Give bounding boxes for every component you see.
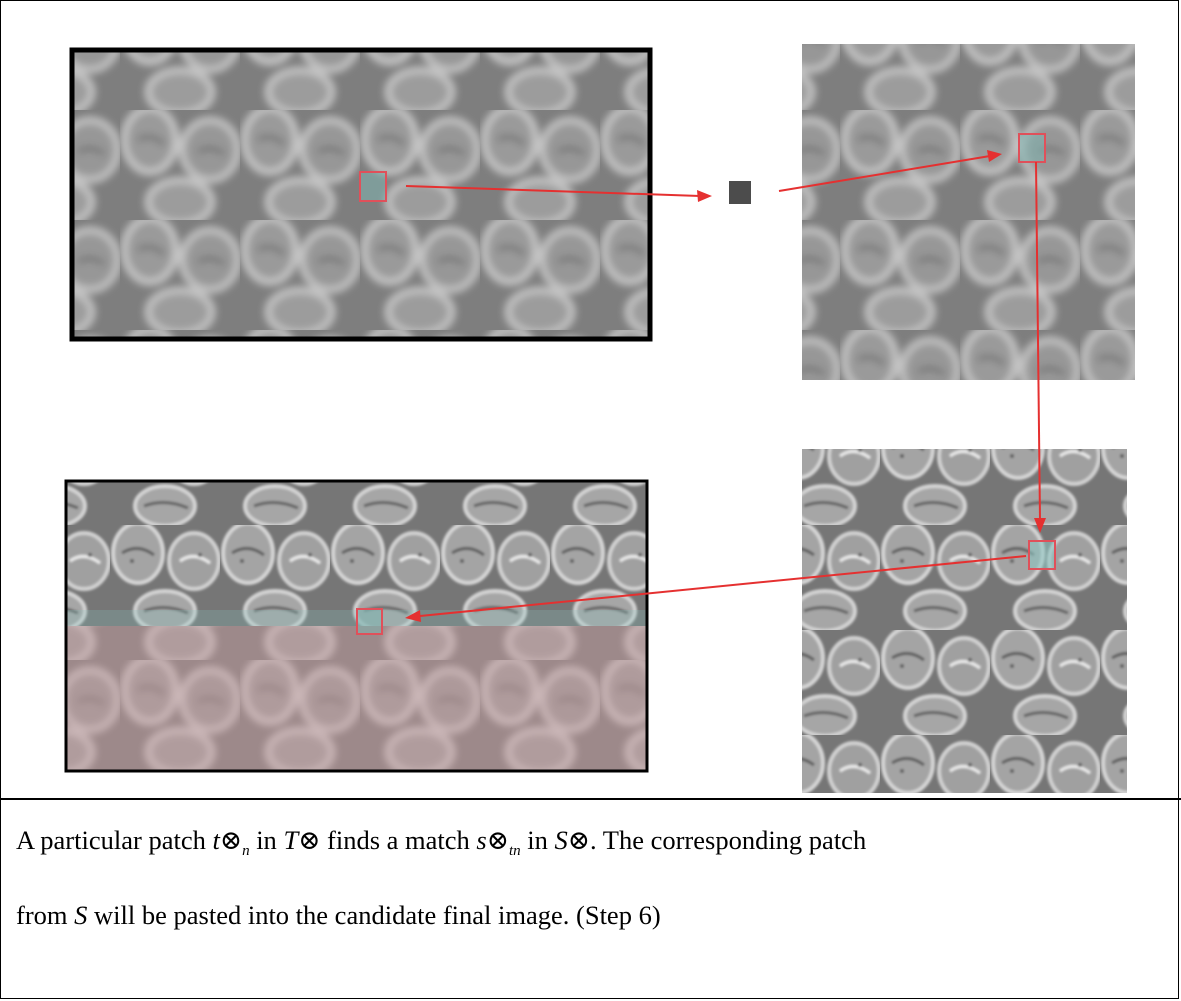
arrow-patch-to-source <box>778 155 991 192</box>
arrow-target-to-patch <box>405 185 701 197</box>
candidate-image-panel <box>64 479 649 773</box>
otimes-symbol: ⊗ <box>567 825 590 855</box>
otimes-symbol: ⊗ <box>486 825 509 855</box>
source-blurred-panel <box>802 44 1135 380</box>
caption-text-6: from <box>16 900 75 930</box>
caption-var-t: t <box>212 825 220 855</box>
otimes-symbol: ⊗ <box>219 825 243 855</box>
source-sharp-panel <box>802 449 1127 793</box>
candidate-patch-box <box>356 608 383 635</box>
arrow-source-blurred-to-sharp <box>1035 161 1041 521</box>
caption-text-4: in <box>520 825 555 855</box>
source-sharp-patch-box <box>1028 540 1056 570</box>
caption-text-7: will be pasted into the candidate final … <box>87 900 661 930</box>
arrow-sharp-to-candidate <box>419 555 1027 617</box>
caption-text-3: finds a match <box>320 825 477 855</box>
target-blurred-panel <box>69 47 653 342</box>
caption-text-5: . The corresponding patch <box>589 825 867 855</box>
otimes-symbol: ⊗ <box>298 825 321 855</box>
figure-caption: A particular patch t⊗n in T⊗ finds a mat… <box>16 808 1166 947</box>
diagram-figure <box>64 44 1135 793</box>
caption-text-1: A particular patch <box>16 825 213 855</box>
caption-var-s: s <box>476 825 487 855</box>
caption-var-T: T <box>283 825 299 855</box>
isolated-patch <box>729 181 751 204</box>
caption-var-S: S <box>554 825 568 855</box>
caption-sub-tn: tn <box>508 843 521 859</box>
caption-text-2: in <box>249 825 284 855</box>
caption-var-S2: S <box>74 900 88 930</box>
source-blurred-patch-box <box>1018 133 1046 163</box>
caption-divider <box>0 798 1181 800</box>
caption-sub-n: n <box>242 843 250 859</box>
flow-arrows <box>405 150 1046 622</box>
target-patch-box <box>359 171 387 202</box>
